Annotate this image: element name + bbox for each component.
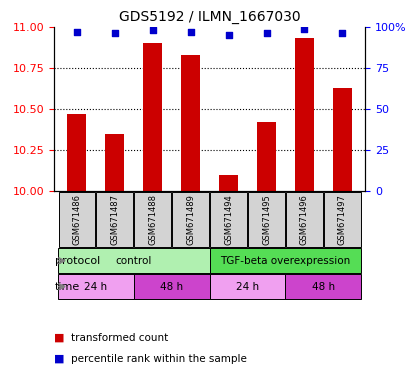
Point [111,30,118,36]
Text: ■: ■ [54,354,64,364]
Point [339,30,346,36]
Point [225,32,232,38]
Title: GDS5192 / ILMN_1667030: GDS5192 / ILMN_1667030 [119,10,300,25]
Text: percentile rank within the sample: percentile rank within the sample [71,354,247,364]
Point [187,29,194,35]
Text: GSM671489: GSM671489 [186,194,195,245]
Text: 24 h: 24 h [84,281,107,291]
FancyBboxPatch shape [134,192,171,247]
Text: 24 h: 24 h [236,281,259,291]
Bar [219,175,238,191]
FancyBboxPatch shape [96,192,133,247]
Text: 48 h: 48 h [160,281,183,291]
Text: GSM671497: GSM671497 [338,194,347,245]
Point [73,29,80,35]
Text: GSM671495: GSM671495 [262,194,271,245]
FancyBboxPatch shape [172,192,209,247]
Text: GSM671486: GSM671486 [72,194,81,245]
FancyBboxPatch shape [58,248,210,273]
Bar [67,114,86,191]
Text: GSM671488: GSM671488 [148,194,157,245]
Bar [181,55,200,191]
Bar [257,122,276,191]
FancyBboxPatch shape [210,192,247,247]
Point [263,30,270,36]
Text: GSM671487: GSM671487 [110,194,119,245]
Bar [143,43,162,191]
FancyBboxPatch shape [286,274,361,299]
FancyBboxPatch shape [286,192,323,247]
Bar [105,134,124,191]
FancyBboxPatch shape [134,274,210,299]
FancyBboxPatch shape [59,192,95,247]
Text: ■: ■ [54,333,64,343]
Text: time: time [55,281,80,291]
FancyBboxPatch shape [58,274,134,299]
Text: transformed count: transformed count [71,333,168,343]
Text: GSM671494: GSM671494 [224,194,233,245]
Point [149,27,156,33]
Bar [333,88,352,191]
FancyBboxPatch shape [210,248,361,273]
Bar [295,38,314,191]
Point [301,25,308,31]
FancyBboxPatch shape [248,192,285,247]
Text: protocol: protocol [55,256,100,266]
FancyBboxPatch shape [324,192,361,247]
Text: GSM671496: GSM671496 [300,194,309,245]
FancyBboxPatch shape [210,274,286,299]
Text: 48 h: 48 h [312,281,335,291]
Text: control: control [115,256,152,266]
Text: TGF-beta overexpression: TGF-beta overexpression [220,256,351,266]
